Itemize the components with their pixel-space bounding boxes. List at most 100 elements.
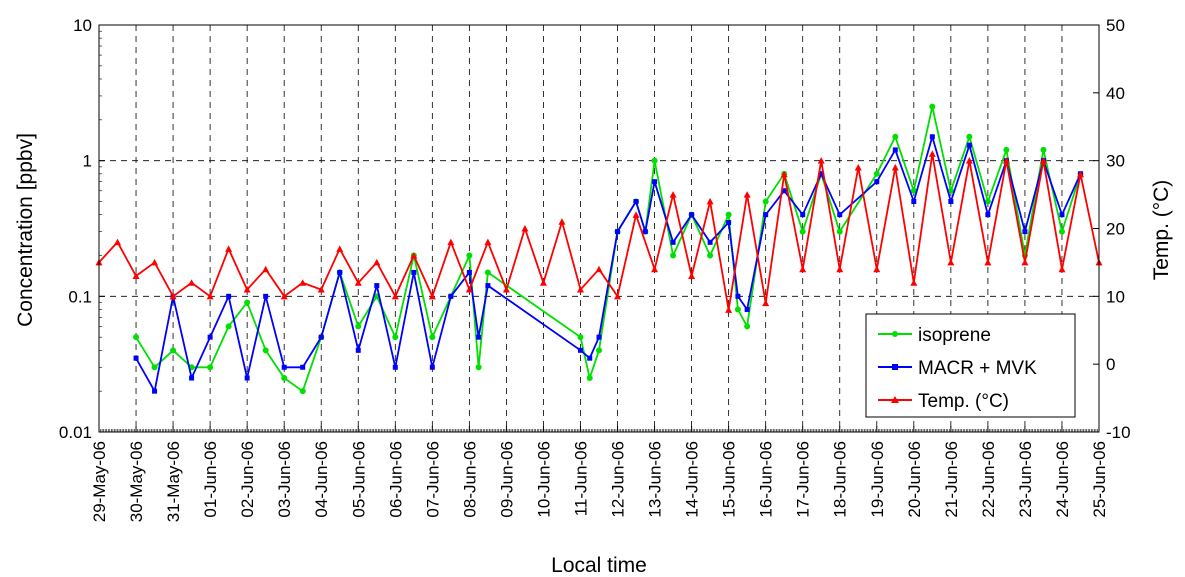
legend: isoprene MACR + MVK Temp. (°C) [865,313,1076,418]
data-point [502,286,510,293]
data-point [669,191,677,198]
data-point [1002,157,1010,164]
data-point [207,364,214,371]
data-point [837,212,843,218]
data-point [300,364,306,370]
data-point [577,347,583,353]
legend-label-isoprene: isoprene [918,325,991,346]
x-tick-label: 02-Jun-06 [238,441,257,518]
data-point [799,265,807,273]
data-point [374,283,380,289]
data-point [873,170,880,177]
x-tick-label: 15-Jun-06 [720,441,739,518]
data-point [169,292,177,300]
data-point [151,258,159,266]
data-point [244,375,250,381]
data-point [966,142,972,148]
data-point [911,199,917,205]
data-point [466,269,472,275]
data-point [475,364,482,371]
data-point [577,334,584,341]
x-tick-label: 18-Jun-06 [831,441,850,518]
data-point [725,211,732,218]
data-point [243,286,251,293]
x-tick-label: 04-Jun-06 [312,441,331,518]
data-point [652,179,658,185]
y2-axis-title: Temp. (°C) [1150,180,1173,281]
data-point [910,279,918,286]
data-point [1022,229,1028,235]
data-point [558,218,566,225]
data-point [262,347,269,354]
x-tick-label: 12-Jun-06 [609,441,628,518]
data-point [280,292,288,300]
data-point [189,375,195,381]
data-point [225,245,233,252]
x-tick-label: 21-Jun-06 [942,441,961,518]
data-point [947,258,955,266]
data-point [225,323,232,330]
data-point [689,212,695,218]
x-tick-label: 24-Jun-06 [1053,441,1072,518]
y2-tick-label: -10 [1106,423,1131,442]
data-point [725,306,733,313]
x-tick-label: 17-Jun-06 [794,441,813,518]
ticks [98,24,1100,433]
data-point [188,279,196,286]
legend-marker-temp [891,396,899,403]
data-point [948,199,954,205]
data-point [429,364,435,370]
data-point [614,292,622,300]
data-point [966,133,973,140]
x-tick-label: 08-Jun-06 [460,441,479,518]
data-point [706,197,714,205]
data-point [910,187,917,194]
x-tick-label: 10-Jun-06 [534,441,553,518]
y-tick-label: 10 [73,16,92,35]
data-point [744,323,751,330]
data-point [743,191,751,198]
data-point [226,293,232,299]
data-point [133,334,140,341]
x-tick-label: 13-Jun-06 [646,441,665,518]
data-point [244,299,251,306]
data-point [392,334,399,341]
data-point [392,364,398,370]
y2-tick-label: 30 [1106,152,1125,171]
data-point [633,199,639,205]
data-point [1058,265,1066,273]
x-tick-label: 16-Jun-06 [757,441,776,518]
data-point [651,157,658,164]
x-tick-label: 14-Jun-06 [683,441,702,518]
data-point [596,334,602,340]
data-point [762,299,770,307]
data-point [411,269,417,275]
data-point [985,212,991,218]
data-point [207,334,213,340]
x-tick-label: 01-Jun-06 [201,441,220,518]
data-point [1058,228,1065,235]
data-point [892,147,898,153]
data-point [892,133,899,140]
data-point [476,334,482,340]
data-point [735,293,741,299]
data-point [299,388,306,395]
legend-marker-isoprene [892,331,898,337]
data-point [873,265,881,273]
data-point [336,245,344,252]
y2-tick-label: 50 [1106,16,1125,35]
data-point [485,283,491,289]
y2-tick-label: 10 [1106,287,1125,306]
data-point [734,306,741,313]
data-point [762,198,769,205]
data-point [984,258,992,266]
data-point [206,292,214,300]
x-tick-label: 19-Jun-06 [868,441,887,518]
data-point [651,265,659,273]
x-tick-label: 22-Jun-06 [979,441,998,518]
series-line [98,153,1100,311]
x-tick-label: 25-Jun-06 [1090,441,1109,518]
x-tick-label: 03-Jun-06 [275,441,294,518]
data-point [281,375,288,382]
